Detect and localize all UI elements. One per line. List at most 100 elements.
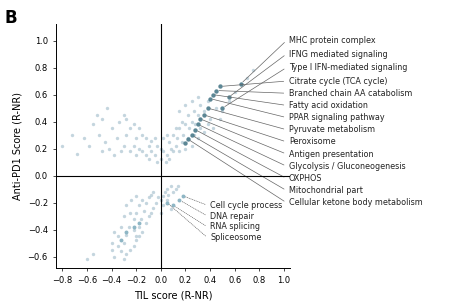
Point xyxy=(200,130,208,135)
Point xyxy=(132,211,140,216)
Point xyxy=(138,216,145,221)
Point xyxy=(166,140,173,144)
Point xyxy=(120,112,128,117)
Point xyxy=(83,257,91,262)
Point xyxy=(142,135,150,140)
Point xyxy=(169,203,177,208)
Point xyxy=(123,230,130,235)
Point xyxy=(132,193,140,198)
Point xyxy=(182,122,189,127)
Point xyxy=(123,116,130,121)
Point xyxy=(150,206,157,210)
Point xyxy=(194,122,202,127)
Point xyxy=(219,106,226,111)
Point xyxy=(139,149,146,154)
Point xyxy=(126,247,134,252)
Point xyxy=(176,108,183,113)
Point xyxy=(142,220,150,225)
Point xyxy=(191,127,199,132)
Point xyxy=(135,203,142,208)
Point xyxy=(157,198,165,202)
Point xyxy=(114,234,122,239)
Point xyxy=(120,241,128,246)
Point xyxy=(191,122,199,127)
Point xyxy=(135,126,142,131)
Point xyxy=(135,220,142,225)
Point xyxy=(216,84,224,89)
Point xyxy=(130,143,138,148)
Point xyxy=(142,200,150,205)
Point xyxy=(139,198,146,202)
Point xyxy=(209,92,216,97)
Point xyxy=(182,141,189,146)
Point xyxy=(194,135,202,140)
Point xyxy=(169,189,177,194)
Point xyxy=(126,149,134,154)
Point xyxy=(167,146,175,151)
Point xyxy=(237,81,245,86)
Point xyxy=(98,116,105,121)
Point xyxy=(120,214,128,219)
Point xyxy=(102,140,109,144)
Point xyxy=(163,200,171,205)
Point xyxy=(179,133,187,137)
Text: MHC protein complex: MHC protein complex xyxy=(289,36,375,45)
Point xyxy=(114,244,122,248)
Point xyxy=(132,153,140,158)
Point xyxy=(130,225,138,230)
Point xyxy=(147,138,155,143)
Point xyxy=(190,108,198,113)
Point xyxy=(184,137,192,142)
Point xyxy=(185,126,193,131)
Point xyxy=(147,211,155,216)
Point xyxy=(190,133,198,137)
Point xyxy=(145,195,152,200)
Point xyxy=(117,238,125,243)
Point xyxy=(152,200,160,205)
Point xyxy=(178,119,185,124)
Point xyxy=(108,247,115,252)
Point xyxy=(105,146,113,151)
Point xyxy=(113,135,120,140)
Point xyxy=(151,135,159,140)
Point xyxy=(176,126,183,131)
Point xyxy=(212,106,220,111)
X-axis label: TIL score (R-NR): TIL score (R-NR) xyxy=(134,290,212,300)
Point xyxy=(110,153,118,158)
Text: PPAR signaling pathway: PPAR signaling pathway xyxy=(289,113,385,122)
Point xyxy=(147,192,155,197)
Point xyxy=(126,211,134,216)
Point xyxy=(178,140,185,144)
Text: RNA splicing: RNA splicing xyxy=(210,223,260,231)
Point xyxy=(73,152,81,157)
Point xyxy=(200,112,208,117)
Point xyxy=(169,133,177,137)
Point xyxy=(225,95,232,100)
Point xyxy=(182,146,189,151)
Point xyxy=(132,238,140,243)
Point xyxy=(154,143,161,148)
Point xyxy=(125,225,132,230)
Point xyxy=(204,106,212,111)
Point xyxy=(98,149,105,154)
Point xyxy=(123,133,130,137)
Point xyxy=(139,133,146,137)
Point xyxy=(147,149,155,154)
Point xyxy=(135,225,142,230)
Point xyxy=(219,108,226,113)
Point xyxy=(197,126,204,131)
Point xyxy=(231,89,239,94)
Point xyxy=(169,149,177,154)
Point xyxy=(123,233,130,237)
Point xyxy=(68,133,76,137)
Point xyxy=(135,234,142,239)
Point xyxy=(95,133,103,137)
Point xyxy=(157,157,165,162)
Point xyxy=(130,244,138,248)
Point xyxy=(117,225,125,230)
Point xyxy=(93,112,101,117)
Point xyxy=(160,203,167,208)
Point xyxy=(117,249,125,254)
Point xyxy=(163,133,171,137)
Point xyxy=(103,106,110,111)
